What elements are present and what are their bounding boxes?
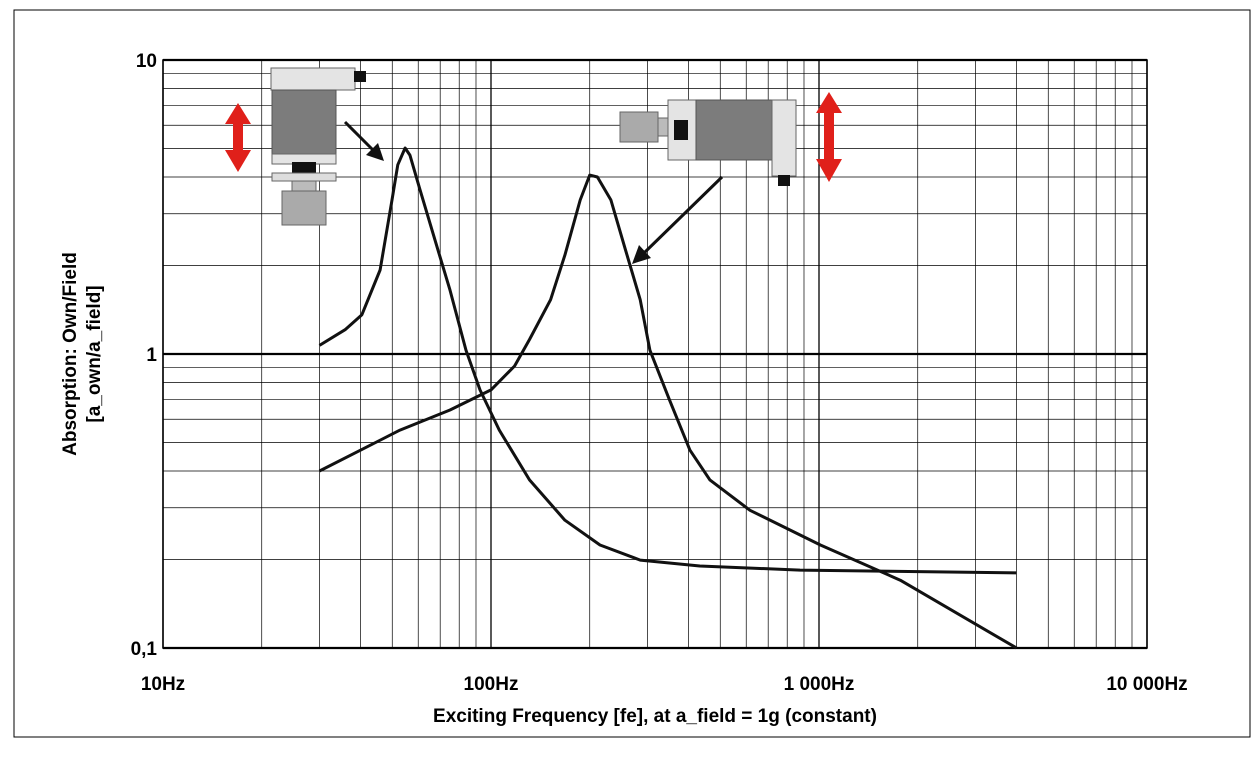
y-tick-label: 1 (146, 345, 157, 366)
y-axis-label: [a_own/a_field] (84, 285, 105, 422)
vertical-sensor-icon (270, 67, 366, 226)
x-tick-label: 10Hz (141, 674, 185, 695)
data-line (318, 146, 1017, 575)
lines (318, 146, 1018, 650)
red-arrows (225, 92, 842, 182)
illustrations (225, 67, 842, 264)
frame (13, 9, 1251, 738)
x-tick-label: 10 000Hz (1106, 674, 1187, 695)
data-line (318, 173, 1018, 650)
pointer-arrows (343, 120, 724, 264)
y-axis-label: Absorption: Own/Field (60, 252, 81, 456)
x-tick-label: 100Hz (464, 674, 519, 695)
x-axis-label: Exciting Frequency [fe], at a_field = 1g… (433, 706, 877, 727)
x-tick-label: 1 000Hz (784, 674, 855, 695)
plot-border (162, 59, 1148, 649)
y-tick-label: 0,1 (131, 639, 158, 660)
y-tick-label: 10 (136, 51, 157, 72)
horizontal-sensor-icon (619, 99, 797, 186)
